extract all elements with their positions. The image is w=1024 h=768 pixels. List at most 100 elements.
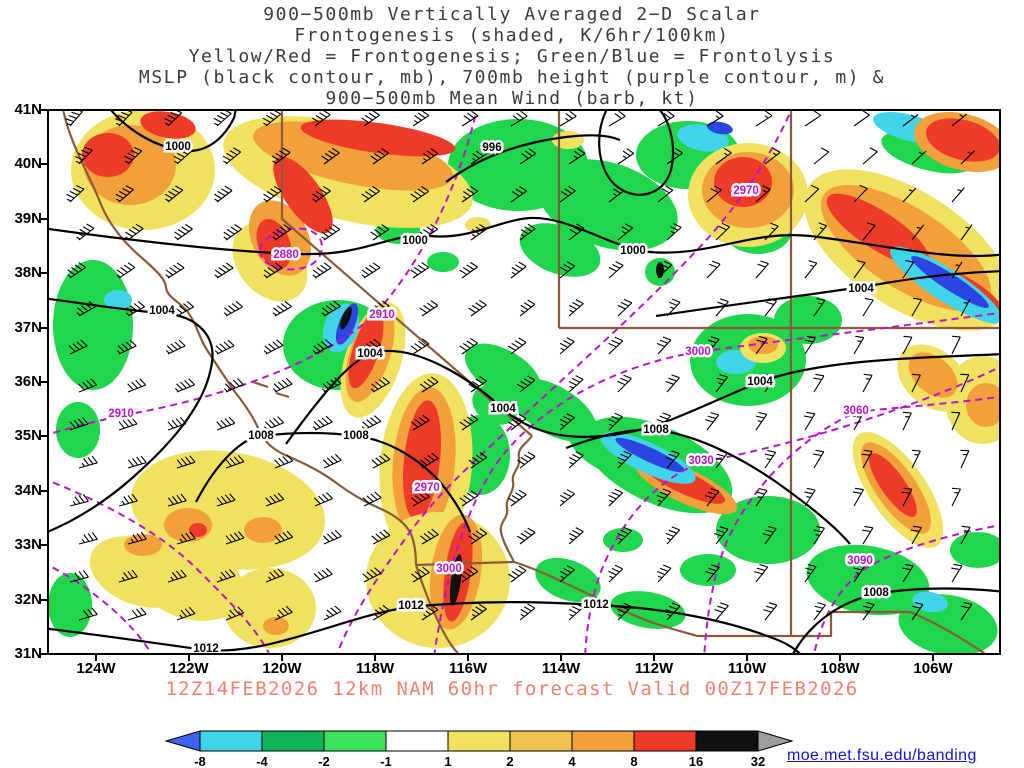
wind-barb: [608, 336, 624, 355]
wind-barb: [951, 335, 961, 355]
wind-barb: [421, 148, 439, 165]
wind-barb: [1010, 603, 1021, 621]
wind-barb: [862, 222, 876, 241]
lon-axis-label: 122W: [169, 660, 209, 677]
shading-blob: [908, 352, 958, 398]
lat-axis-label: 31N: [14, 645, 42, 662]
mslp-contour: [791, 587, 1000, 654]
wind-barb: [323, 605, 342, 621]
wind-barb: [617, 374, 632, 393]
wind-barb: [78, 455, 98, 469]
wind-barb: [853, 335, 865, 355]
wind-barb: [510, 186, 527, 203]
wind-barb: [468, 452, 488, 469]
wind-barb: [902, 411, 912, 431]
wind-barb: [216, 568, 236, 583]
wind-barb: [1010, 150, 1023, 164]
colorbar-tick-label: 8: [630, 754, 637, 768]
colorbar-segment: [695, 730, 759, 752]
wind-barb: [174, 378, 195, 393]
wind-barb: [216, 493, 236, 507]
contour-label: 1000: [620, 245, 646, 257]
wind-barb: [764, 449, 777, 469]
wind-barb: [617, 298, 633, 317]
wind-barb: [804, 411, 816, 431]
lat-axis-label: 36N: [14, 373, 42, 390]
wind-barb: [568, 299, 584, 317]
wind-barb: [804, 184, 820, 203]
shading-blob: [348, 311, 384, 389]
shading-blob: [224, 568, 316, 648]
wind-barb: [1009, 450, 1018, 468]
colorbar-tick-label: 2: [506, 754, 513, 768]
contour-label: 2880: [273, 249, 299, 261]
colorbar-segment: [261, 730, 325, 752]
wind-barb: [853, 110, 870, 127]
wind-barb: [706, 260, 721, 279]
shading-blob: [966, 383, 1000, 427]
wind-barb: [322, 453, 342, 469]
wind-barb: [755, 110, 773, 127]
wind-barb: [272, 224, 292, 241]
site-link[interactable]: moe.met.fsu.edu/banding: [787, 747, 977, 764]
height-contour: [48, 479, 271, 654]
wind-barb: [508, 565, 527, 583]
contour-label: 3000: [436, 563, 462, 575]
lat-axis-label: 32N: [14, 591, 42, 608]
lat-axis-label: 41N: [14, 101, 42, 118]
wind-barb: [665, 374, 680, 393]
wind-barb: [470, 603, 487, 621]
wind-barb: [813, 373, 825, 393]
wind-barb: [516, 375, 536, 393]
wind-barb: [167, 416, 187, 431]
contour-label: 1008: [343, 430, 369, 442]
wind-barb: [127, 455, 147, 469]
wind-barb: [461, 110, 479, 127]
wind-barb: [312, 339, 333, 355]
wind-barb: [960, 449, 970, 469]
wind-barb: [617, 148, 635, 165]
wind-barb: [852, 411, 864, 431]
colorbar-segment: [385, 730, 449, 752]
wind-barb: [165, 339, 186, 355]
wind-barb: [755, 335, 768, 355]
contour-label: 1012: [583, 599, 609, 611]
colorbar-segment: [633, 730, 697, 752]
wind-barb: [764, 373, 777, 393]
wind-barb: [68, 339, 88, 355]
wind-barb: [813, 297, 826, 317]
wind-barb: [755, 260, 769, 279]
state-borders: [62, 110, 1000, 654]
wind-barb: [608, 110, 626, 127]
lon-axis-label: 124W: [76, 660, 116, 677]
colorbar-tick-label: -8: [194, 754, 206, 768]
contour-label: 1008: [643, 424, 669, 436]
wind-barb: [755, 185, 771, 203]
wind-barb: [410, 414, 430, 431]
wind-barb: [370, 224, 390, 241]
wind-barb: [78, 607, 98, 621]
wind-barb: [1001, 564, 1011, 582]
wind-barb: [272, 300, 292, 317]
lat-axis-label: 37N: [14, 319, 42, 336]
wind-barb: [960, 373, 970, 393]
wind-barb: [656, 488, 672, 507]
wind-barb: [853, 184, 868, 203]
shading-blob: [449, 554, 463, 606]
wind-barb: [813, 222, 828, 241]
wind-barb: [666, 298, 681, 317]
wind-barb: [419, 376, 439, 393]
wind-barb: [559, 110, 577, 127]
wind-barb: [704, 412, 720, 431]
wind-barb: [706, 110, 724, 127]
contour-label: 1004: [747, 376, 773, 388]
colorbar-segment: [447, 730, 511, 752]
wind-barb: [125, 300, 145, 317]
wind-barb: [69, 417, 89, 431]
wind-barb: [951, 187, 965, 203]
wind-barb: [322, 530, 342, 545]
contour-label: 1004: [357, 348, 383, 360]
title-line-4: MSLP (black contour, mb), 700mb height (…: [138, 67, 886, 88]
mslp-contour: [48, 601, 802, 654]
wind-barb: [763, 602, 778, 621]
